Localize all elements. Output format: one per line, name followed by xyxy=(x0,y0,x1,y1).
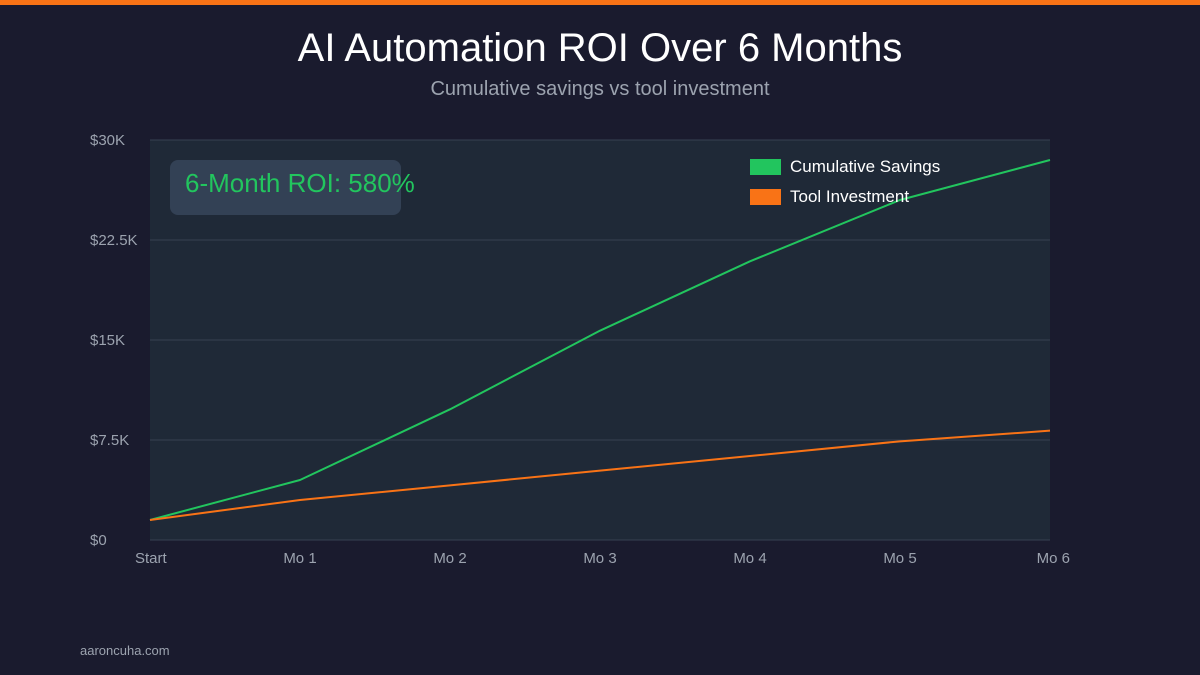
x-tick-label: Mo 2 xyxy=(433,550,466,567)
top-accent-bar xyxy=(0,0,1200,5)
x-tick-label: Mo 1 xyxy=(283,550,316,567)
x-axis-ticks: Start Mo 1 Mo 2 Mo 3 Mo 4 Mo 5 Mo 6 xyxy=(135,550,1070,567)
legend-swatch-savings xyxy=(750,159,781,175)
x-tick-label: Mo 3 xyxy=(583,550,616,567)
grid-lines xyxy=(150,139,1050,541)
y-tick-label: $22.5K xyxy=(90,232,138,249)
legend: Cumulative Savings Tool Investment xyxy=(750,157,940,206)
series-lines xyxy=(149,159,1051,521)
y-tick-label: $30K xyxy=(90,132,125,149)
chart-title: AI Automation ROI Over 6 Months xyxy=(297,26,903,70)
y-tick-label: $7.5K xyxy=(90,432,129,449)
legend-label-investment: Tool Investment xyxy=(790,187,909,206)
roi-badge-text: 6-Month ROI: 580% xyxy=(185,168,415,198)
roi-badge xyxy=(170,160,401,215)
series-line-tool-investment xyxy=(149,429,1051,521)
x-tick-label: Mo 6 xyxy=(1037,550,1070,567)
x-tick-label: Mo 5 xyxy=(883,550,916,567)
footer-site: aaroncuha.com xyxy=(80,643,170,658)
x-tick-label: Start xyxy=(135,550,168,567)
y-tick-label: $0 xyxy=(90,532,107,549)
legend-swatch-investment xyxy=(750,189,781,205)
x-tick-label: Mo 4 xyxy=(733,550,766,567)
legend-label-savings: Cumulative Savings xyxy=(790,157,940,176)
series-line-cumulative-savings xyxy=(149,159,1051,521)
chart-subtitle: Cumulative savings vs tool investment xyxy=(430,78,770,100)
y-tick-label: $15K xyxy=(90,332,125,349)
y-axis-ticks: $0 $7.5K $15K $22.5K $30K xyxy=(90,132,138,549)
